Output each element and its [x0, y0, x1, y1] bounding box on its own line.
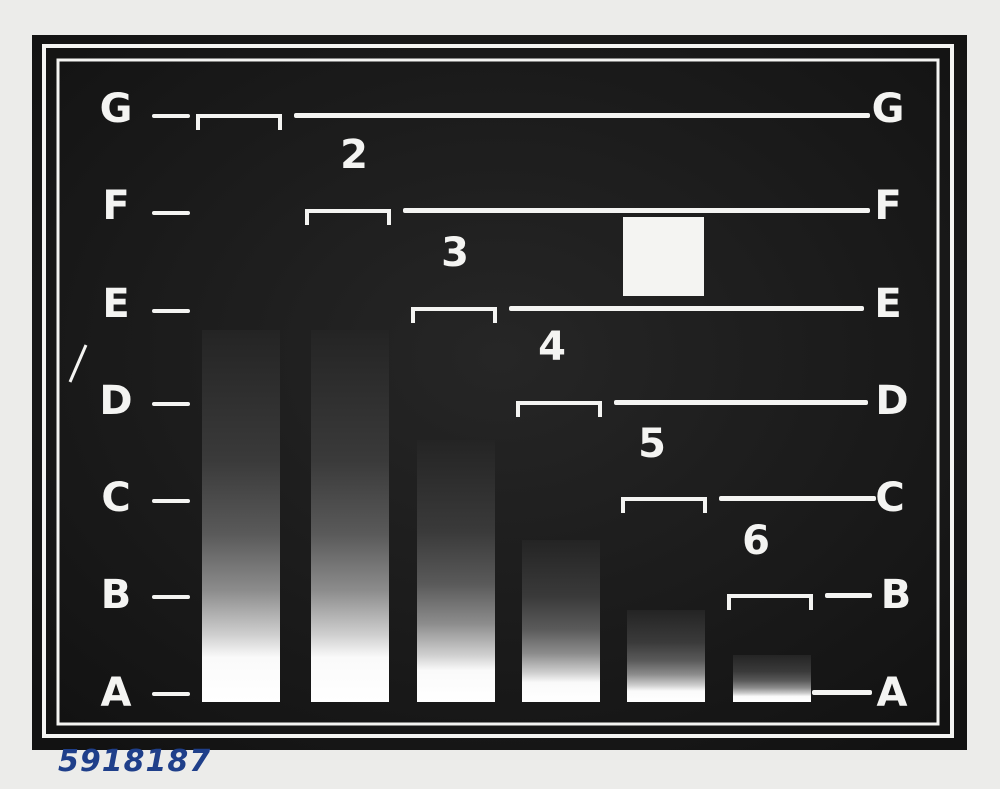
level-label-right-B: B	[881, 572, 912, 618]
level-tick-C	[152, 499, 190, 503]
level-line-F	[403, 208, 870, 213]
level-label-left-B: B	[101, 572, 132, 618]
step-bar-4	[522, 540, 600, 702]
scratch-mark	[68, 344, 88, 383]
bracket-6	[727, 594, 813, 610]
inner-frame	[56, 58, 940, 726]
level-label-left-E: E	[102, 281, 129, 327]
level-tick-A	[152, 692, 190, 696]
step-bar-5	[627, 610, 705, 702]
bracket-2	[305, 209, 391, 225]
level-label-right-A: A	[877, 670, 908, 716]
level-line-G	[294, 113, 870, 118]
level-tick-B	[152, 595, 190, 599]
level-tick-D	[152, 402, 190, 406]
bracket-3	[411, 307, 497, 323]
level-label-right-C: C	[875, 475, 904, 521]
level-tick-E	[152, 309, 190, 313]
archive-number: 5918187	[58, 744, 212, 779]
level-label-right-G: G	[872, 86, 905, 132]
photo-board	[32, 35, 967, 750]
bracket-5	[621, 497, 707, 513]
level-label-left-D: D	[99, 378, 132, 424]
level-tick-G	[152, 114, 190, 118]
bracket-1	[196, 114, 282, 130]
column-number-4: 4	[538, 324, 566, 370]
level-line-E	[509, 306, 864, 311]
level-line-A	[812, 690, 872, 695]
level-label-left-C: C	[101, 475, 130, 521]
bracket-4	[516, 401, 602, 417]
level-line-D	[614, 400, 868, 405]
level-label-left-F: F	[102, 183, 129, 229]
column-number-3: 3	[441, 230, 469, 276]
step-bar-1	[202, 330, 280, 702]
step-bar-3	[417, 440, 495, 702]
step-bar-2	[311, 330, 389, 702]
column-number-2: 2	[340, 132, 368, 178]
outer-frame	[42, 44, 954, 738]
level-line-C	[719, 496, 876, 501]
level-label-left-G: G	[100, 86, 133, 132]
level-tick-F	[152, 211, 190, 215]
level-label-right-F: F	[874, 183, 901, 229]
column-number-5: 5	[638, 421, 666, 467]
column-number-6: 6	[742, 518, 770, 564]
white-square-marker	[623, 217, 704, 296]
level-label-right-D: D	[875, 378, 908, 424]
level-label-right-E: E	[874, 281, 901, 327]
level-line-B	[825, 593, 872, 598]
level-label-left-A: A	[101, 670, 132, 716]
step-bar-6	[733, 655, 811, 702]
